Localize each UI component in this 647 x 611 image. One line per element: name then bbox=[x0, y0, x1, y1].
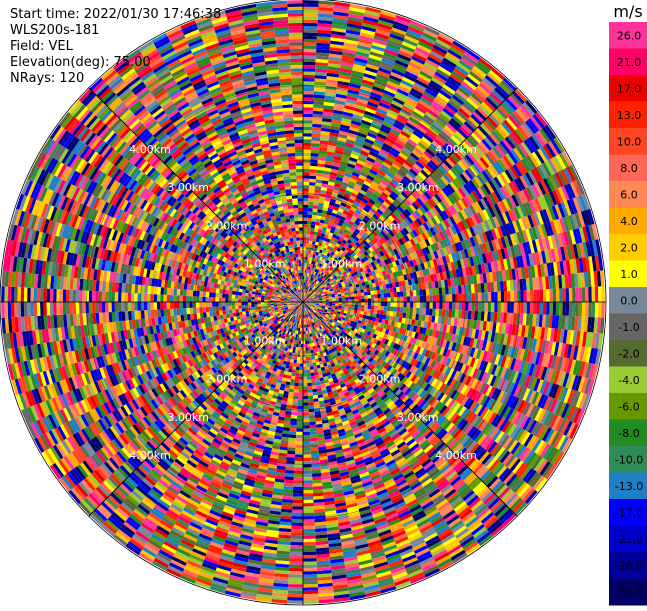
ppi-chart: 1.00km1.00km1.00km1.00km2.00km2.00km2.00… bbox=[0, 0, 647, 607]
